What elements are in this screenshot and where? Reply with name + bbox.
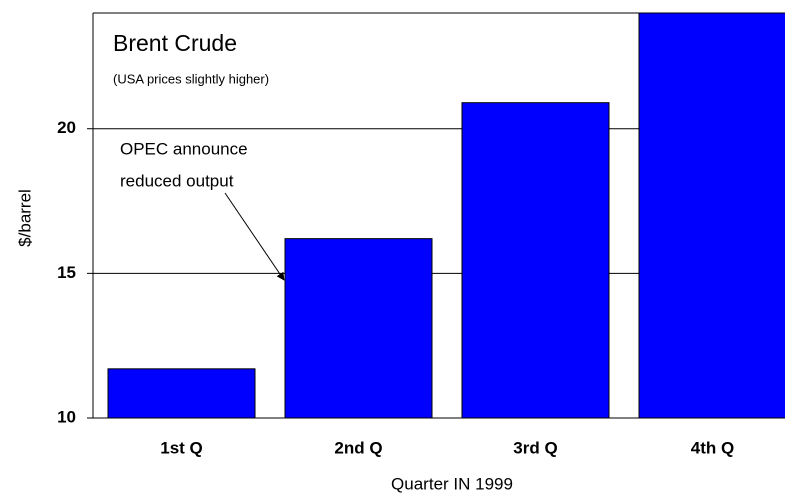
bar <box>284 238 433 419</box>
x-tick-label: 3rd Q <box>513 438 557 457</box>
chart-subtitle: (USA prices slightly higher) <box>113 71 269 86</box>
annotation: reduced output <box>120 171 234 190</box>
annotation: OPEC announce <box>120 139 248 158</box>
bar <box>107 368 256 419</box>
chart-title: Brent Crude <box>113 30 237 56</box>
x-tick-label: 2nd Q <box>334 438 382 457</box>
x-tick-label: 4th Q <box>691 438 734 457</box>
x-tick-label: 1st Q <box>160 438 203 457</box>
y-tick-label: 15 <box>57 263 76 282</box>
y-tick-label: 10 <box>57 407 76 426</box>
y-axis-label: $/barrel <box>15 189 34 247</box>
bars <box>107 13 785 419</box>
bar <box>461 102 610 419</box>
x-axis-label: Quarter IN 1999 <box>391 474 513 493</box>
bar <box>638 13 785 419</box>
annotation-arrow <box>224 192 285 281</box>
y-tick-label: 20 <box>57 118 76 137</box>
